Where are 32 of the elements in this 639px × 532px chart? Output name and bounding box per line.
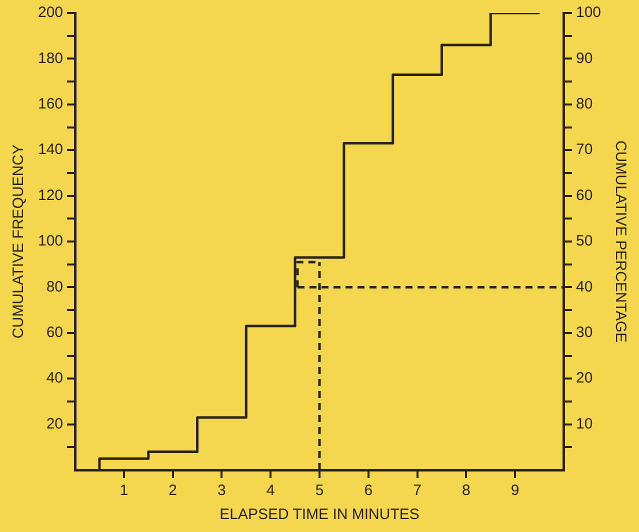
- x-tick-label: 7: [413, 482, 422, 500]
- y2-tick-label: 100: [576, 4, 602, 22]
- y-tick-label: 180: [38, 50, 64, 67]
- x-tick-label: 5: [315, 482, 324, 500]
- y2-tick-label: 50: [576, 232, 593, 250]
- x-tick-label: 1: [120, 482, 128, 500]
- y-tick-label: 140: [38, 141, 64, 158]
- y-tick-label: 40: [46, 370, 64, 387]
- y2-tick-label: 90: [576, 50, 593, 67]
- x-tick-label: 3: [218, 482, 226, 500]
- x-tick-label: 4: [266, 482, 275, 500]
- y2-tick-label: 60: [576, 186, 593, 204]
- y-tick-label: 120: [38, 186, 64, 204]
- y2-tick-label: 10: [576, 415, 593, 432]
- x-tick-label: 6: [364, 482, 373, 500]
- y-tick-label: 60: [46, 324, 64, 342]
- y2-tick-label: 80: [576, 96, 593, 113]
- x-tick-label: 2: [168, 482, 177, 500]
- x-tick-label: 8: [462, 482, 470, 500]
- y2-tick-label: 40: [576, 278, 593, 296]
- x-tick-label: 9: [510, 482, 520, 500]
- y-tick-label: 200: [38, 4, 64, 22]
- x-axis-title: ELAPSED TIME IN MINUTES: [220, 506, 420, 524]
- y2-tick-label: 20: [576, 370, 593, 387]
- y2-tick-label: 70: [576, 141, 593, 158]
- y2-tick-label: 30: [576, 324, 593, 342]
- y-tick-label: 80: [46, 278, 64, 296]
- y2-axis-title: CUMULATIVE PERCENTAGE: [612, 140, 629, 342]
- y-tick-label: 20: [46, 415, 64, 432]
- y-tick-label: 160: [38, 96, 64, 113]
- y-tick-label: 100: [38, 232, 64, 250]
- y-axis-title: CUMULATIVE FREQUENCY: [10, 144, 28, 338]
